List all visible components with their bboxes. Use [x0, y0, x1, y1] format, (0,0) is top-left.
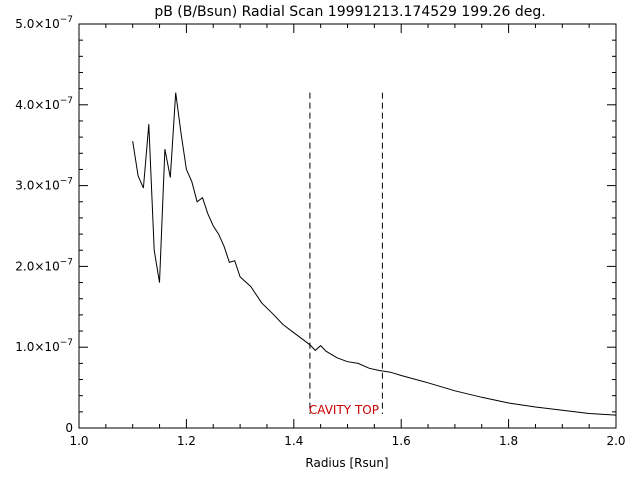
plot-frame	[78, 23, 617, 429]
x-tick-label: 1.2	[177, 434, 196, 448]
chart-title: pB (B/Bsun) Radial Scan 19991213.174529 …	[154, 4, 545, 20]
series-layer	[132, 92, 617, 416]
pb-series-line	[132, 92, 617, 416]
y-tick-label: 4.0×10−7	[15, 96, 73, 112]
x-tick-label: 1.8	[499, 434, 518, 448]
x-tick-label: 1.4	[284, 434, 303, 448]
x-tick-label: 2.0	[606, 434, 625, 448]
y-tick-label: 2.0×10−7	[15, 257, 73, 273]
y-tick-label: 5.0×10−7	[15, 15, 73, 31]
x-tick-label: 1.6	[392, 434, 411, 448]
x-tick-label: 1.0	[69, 434, 88, 448]
y-tick-label: 3.0×10−7	[15, 177, 73, 193]
ticks-layer: 1.0 1.2 1.4 1.6 1.8 2.0 0 1.0×10−7 2.0×10−7 3.0×1…	[15, 15, 625, 448]
cavity-top-label: CAVITY TOP	[309, 403, 379, 417]
cavity-markers	[309, 92, 383, 414]
y-tick-label: 0	[65, 421, 73, 435]
y-tick-label: 1.0×10−7	[15, 338, 73, 354]
x-axis-label: Radius [Rsun]	[305, 456, 388, 470]
